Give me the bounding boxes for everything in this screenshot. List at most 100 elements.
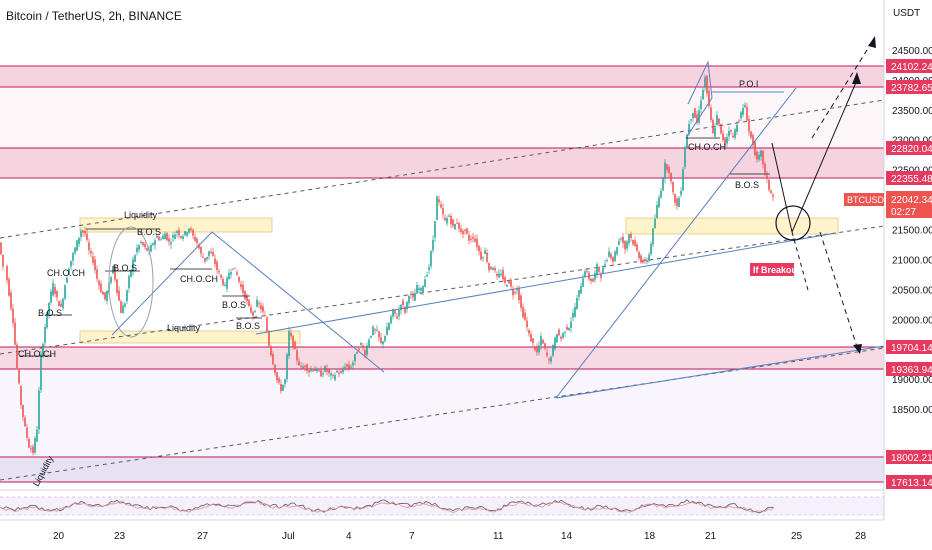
candle-body [702, 90, 704, 100]
candle-body [378, 331, 380, 338]
candle-body [402, 300, 404, 306]
candle-body [174, 234, 176, 240]
projection-up-dashed [811, 41, 873, 139]
price-level-tag [886, 362, 932, 376]
candle-body [510, 280, 512, 287]
candle-body [114, 266, 116, 280]
candle-body [144, 243, 146, 248]
candle-body [732, 135, 734, 138]
candle-body [724, 137, 726, 145]
candle-body [116, 279, 118, 293]
candle-body [490, 266, 492, 270]
y-tick-label: 18500.00 [892, 405, 932, 416]
candle-body [338, 373, 340, 375]
candle-body [388, 323, 390, 330]
candle-body [420, 287, 422, 291]
candle-body [744, 104, 746, 108]
candle-body [264, 315, 266, 317]
candle-body [734, 129, 736, 138]
candle-body [432, 239, 434, 251]
candle-body [770, 190, 772, 194]
candle-body [542, 340, 544, 344]
candle-body [136, 247, 138, 253]
candle-body [614, 251, 616, 261]
candle-body [494, 268, 496, 271]
candle-body [670, 173, 672, 182]
candle-body [608, 251, 610, 257]
candle-body [72, 253, 74, 261]
current-price-tag [886, 191, 932, 218]
candle-body [208, 251, 210, 257]
price-level-tag-label: 22820.04 [891, 144, 932, 155]
candle-body [232, 268, 234, 270]
price-level-tag-label: 24102.24 [891, 62, 932, 73]
candle-body [92, 256, 94, 263]
candle-body [212, 252, 214, 256]
candle-body [40, 354, 42, 390]
candle-body [522, 306, 524, 317]
oscillator-line-b [0, 500, 775, 514]
candle-body [380, 337, 382, 344]
candle-body [700, 100, 702, 109]
candle-body [318, 370, 320, 372]
x-tick-label: 27 [197, 531, 209, 542]
candle-body [664, 162, 666, 179]
candle-body [590, 278, 592, 281]
candle-body [602, 267, 604, 274]
candle-body [192, 229, 194, 236]
candle-body [554, 337, 556, 350]
candle-body [408, 296, 410, 304]
candle-body [228, 273, 230, 280]
candle-body [384, 336, 386, 342]
candle-body [534, 346, 536, 351]
candle-body [324, 366, 326, 372]
candle-body [390, 316, 392, 324]
candle-body [646, 260, 648, 262]
candle-body [368, 339, 370, 348]
candle-body [672, 182, 674, 193]
candle-body [572, 313, 574, 318]
candle-body [164, 233, 166, 240]
candle-body [28, 439, 30, 448]
candle-body [414, 293, 416, 301]
projection-drop [771, 142, 793, 233]
candle-body [82, 230, 84, 233]
candle-body [500, 273, 502, 275]
range-shade-lower [0, 369, 884, 457]
candle-body [714, 127, 716, 137]
candle-body [570, 321, 572, 328]
support-band [0, 347, 884, 369]
candle-body [592, 278, 594, 282]
candle-body [210, 251, 212, 254]
candle-body [118, 290, 120, 301]
candle-body [66, 277, 68, 283]
candle-body [462, 231, 464, 235]
poi-demand-zone [625, 217, 839, 235]
range-shade-upper [0, 87, 884, 148]
support-band-bottom [0, 457, 884, 482]
candle-body [178, 230, 180, 236]
resistance-band-upper [0, 66, 884, 87]
label-bos-4: B.O.S [222, 300, 246, 310]
target-circle [775, 205, 811, 241]
candle-body [392, 309, 394, 317]
candle-body [674, 193, 676, 203]
x-tick-label: 18 [644, 531, 656, 542]
candle-body [428, 267, 430, 270]
candle-body [738, 120, 740, 122]
candle-body [514, 292, 516, 294]
candle-body [438, 199, 440, 203]
candle-body [424, 279, 426, 288]
candle-body [632, 239, 634, 245]
oscillator-line-a [0, 499, 775, 514]
candle-body [100, 283, 102, 293]
candle-body [656, 205, 658, 218]
candle-body [44, 326, 46, 343]
candle-body [206, 256, 208, 260]
x-tick-label: 11 [493, 531, 504, 542]
candle-body [112, 266, 114, 274]
candle-body [236, 272, 238, 276]
candle-body [294, 341, 296, 350]
candle-body [218, 271, 220, 273]
